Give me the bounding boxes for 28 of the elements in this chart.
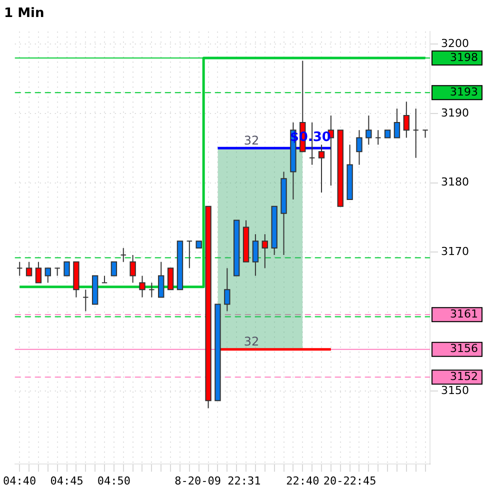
candlestick bbox=[16, 261, 23, 276]
x-tick-label: 8-20-09 22:31 bbox=[174, 474, 261, 488]
x-tick-label: 20-22:45 bbox=[323, 474, 376, 488]
y-tick-label: 3150 bbox=[441, 384, 469, 397]
ref-line-label: 3152 bbox=[450, 370, 478, 383]
candlestick bbox=[186, 240, 193, 269]
y-tick-label: 3190 bbox=[441, 106, 469, 120]
x-tick-label: 04:50 bbox=[97, 474, 131, 488]
ref-line-label: 3161 bbox=[450, 308, 478, 321]
x-tick-label: 22:40 bbox=[286, 474, 320, 488]
candlestick bbox=[422, 130, 428, 138]
candlestick bbox=[412, 108, 419, 158]
ref-line-label: 3198 bbox=[450, 50, 478, 64]
x-tick-label: 04:45 bbox=[50, 474, 84, 488]
annotation: 32 bbox=[244, 133, 260, 148]
y-tick-label: 3200 bbox=[441, 36, 469, 50]
ref-line-label: 3193 bbox=[450, 86, 478, 99]
y-tick-label: 3170 bbox=[441, 245, 469, 258]
candlestick bbox=[148, 282, 155, 298]
candlestick bbox=[82, 289, 89, 312]
chart-title: 1 Min bbox=[4, 6, 44, 22]
candlestick bbox=[120, 248, 126, 262]
y-tick-label: 3180 bbox=[441, 176, 469, 189]
candlestick bbox=[54, 268, 60, 276]
candlestick bbox=[375, 130, 382, 146]
x-tick-label: 04:40 bbox=[3, 474, 36, 488]
annotation: 32 bbox=[244, 334, 260, 348]
ref-line-label: 3156 bbox=[450, 342, 478, 356]
